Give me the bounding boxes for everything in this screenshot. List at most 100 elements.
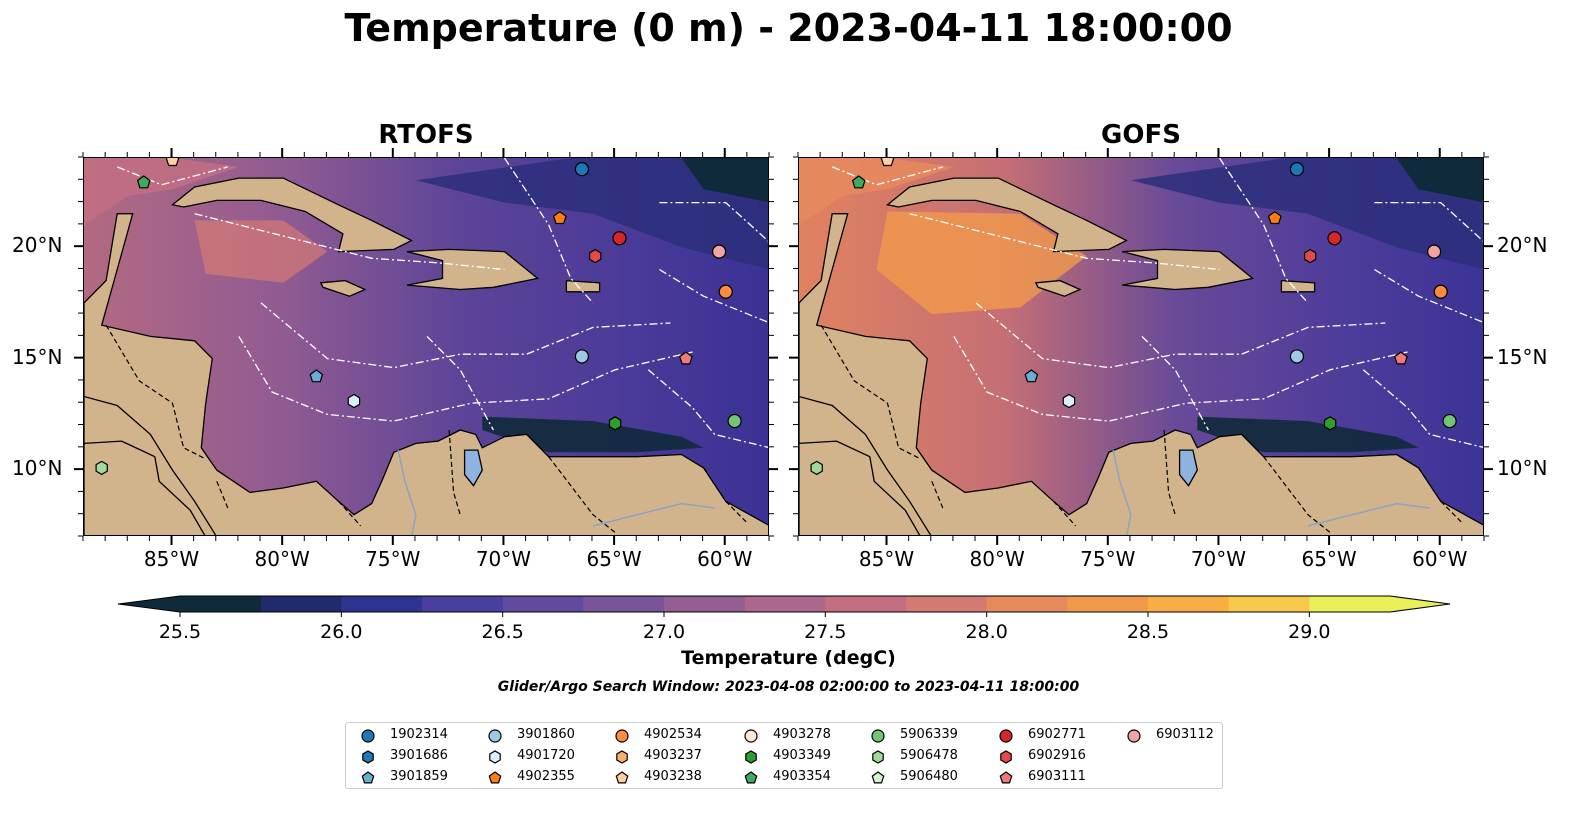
lat-tick-label-left: 10°N [12, 456, 63, 481]
land-centralAm [799, 213, 1483, 535]
legend-marker-circle [744, 729, 758, 743]
upwelling-region [482, 416, 704, 453]
float-marker [678, 351, 693, 365]
float-marker [1024, 369, 1039, 383]
legend-marker-hexagon [362, 750, 374, 764]
land-pacific-coast [799, 395, 932, 535]
land-jamaica [319, 279, 367, 297]
land-puertorico [1280, 279, 1316, 293]
lon-tick-label: 60°W [697, 547, 753, 571]
colorbar-segment [825, 596, 907, 612]
legend-label: 5906478 [900, 748, 958, 763]
country-border [448, 429, 461, 515]
legend-marker-pentagon [871, 771, 885, 784]
legend-marker-pentagon [999, 771, 1013, 784]
colorbar-segment [180, 596, 262, 612]
float-marker [1433, 284, 1448, 299]
gofs-map [798, 157, 1484, 536]
eez-boundary [426, 335, 494, 431]
float-marker [95, 460, 108, 476]
float-marker [880, 158, 895, 167]
eez-boundary [1141, 335, 1209, 431]
colorbar-tick-label: 27.5 [804, 621, 846, 643]
float-marker [1289, 162, 1305, 177]
eez-boundary [647, 369, 768, 448]
legend-marker-circle [488, 729, 502, 743]
lat-tick-label-right: 10°N [1497, 456, 1548, 481]
float-marker [1289, 349, 1305, 364]
lon-tick-label: 75°W [365, 547, 421, 571]
legend-marker-circle [615, 729, 629, 743]
legend-marker-circle [1127, 729, 1141, 743]
legend-label: 4902355 [517, 769, 575, 784]
river [1307, 502, 1430, 527]
eez-boundary [909, 213, 1220, 271]
float-marker [1323, 416, 1337, 431]
lon-tick-label: 70°W [475, 547, 532, 571]
legend-label: 6903112 [1156, 727, 1214, 742]
eez-boundary [238, 336, 693, 422]
float-marker [1304, 248, 1317, 264]
eez-boundary [1362, 369, 1483, 448]
legend-label: 5906339 [900, 727, 958, 742]
upwelling-region [1197, 416, 1419, 453]
lon-tick-label: 65°W [1301, 547, 1357, 571]
float-marker [1442, 413, 1457, 429]
land-hispaniola [1121, 248, 1255, 291]
coldest-water-region [1396, 158, 1483, 203]
float-marker [309, 369, 324, 383]
country-border [1053, 500, 1077, 527]
eez-boundary [260, 302, 671, 369]
land-jamaica [1034, 279, 1082, 297]
colorbar-segment [341, 596, 423, 612]
land-puertorico [565, 279, 601, 293]
country-border [820, 324, 921, 460]
float-marker [1327, 231, 1342, 246]
legend-marker-hexagon [1000, 750, 1012, 764]
river [592, 502, 715, 527]
colorbar-tick-label: 25.5 [159, 621, 201, 643]
lon-tick-label: 70°W [1190, 547, 1247, 571]
colorbar-extend-low [118, 596, 180, 612]
river [1112, 449, 1132, 535]
land-cuba [886, 177, 1128, 253]
legend-marker-circle [999, 729, 1013, 743]
land-hispaniola [406, 248, 540, 291]
legend-marker-hexagon [745, 750, 757, 764]
legend-label: 3901686 [390, 748, 448, 763]
float-marker [612, 231, 627, 246]
float-marker [1267, 210, 1282, 225]
colorbar-segment [1228, 596, 1310, 612]
country-border [1263, 456, 1331, 533]
float-marker [608, 416, 622, 431]
rtofs-map [83, 157, 769, 536]
float-marker [1062, 393, 1076, 409]
country-border [338, 500, 362, 527]
eez-boundary [659, 201, 768, 242]
eez-boundary [953, 336, 1408, 422]
lon-tick-label: 85°W [143, 547, 200, 571]
colorbar-tick-label: 28.0 [966, 621, 1008, 643]
float-marker [810, 460, 823, 476]
colorbar: 25.5 26.0 26.5 27.0 27.5 28.0 28.5 29.0 [117, 595, 1451, 643]
legend-label: 3901859 [390, 769, 448, 784]
river [397, 449, 417, 535]
legend-marker-pentagon [361, 771, 375, 784]
colorbar-segment [1148, 596, 1230, 612]
legend-marker-pentagon [488, 771, 502, 784]
legend-label: 3901860 [517, 727, 575, 742]
legend-label: 4901720 [517, 748, 575, 763]
float-marker [552, 210, 567, 225]
lon-tick-label: 60°W [1412, 547, 1468, 571]
land-pacific-coast [84, 395, 217, 535]
cold-water-region [1130, 158, 1483, 269]
colorbar-tick-label: 27.0 [643, 621, 685, 643]
legend-marker-hexagon [616, 750, 628, 764]
lon-tick-label: 80°W [969, 547, 1025, 571]
colorbar-segment [1067, 596, 1149, 612]
lon-tick-label: 65°W [586, 547, 642, 571]
float-marker [574, 162, 590, 177]
legend-marker-pentagon [744, 771, 758, 784]
colorbar-segment [502, 596, 584, 612]
eez-boundary [975, 302, 1386, 369]
